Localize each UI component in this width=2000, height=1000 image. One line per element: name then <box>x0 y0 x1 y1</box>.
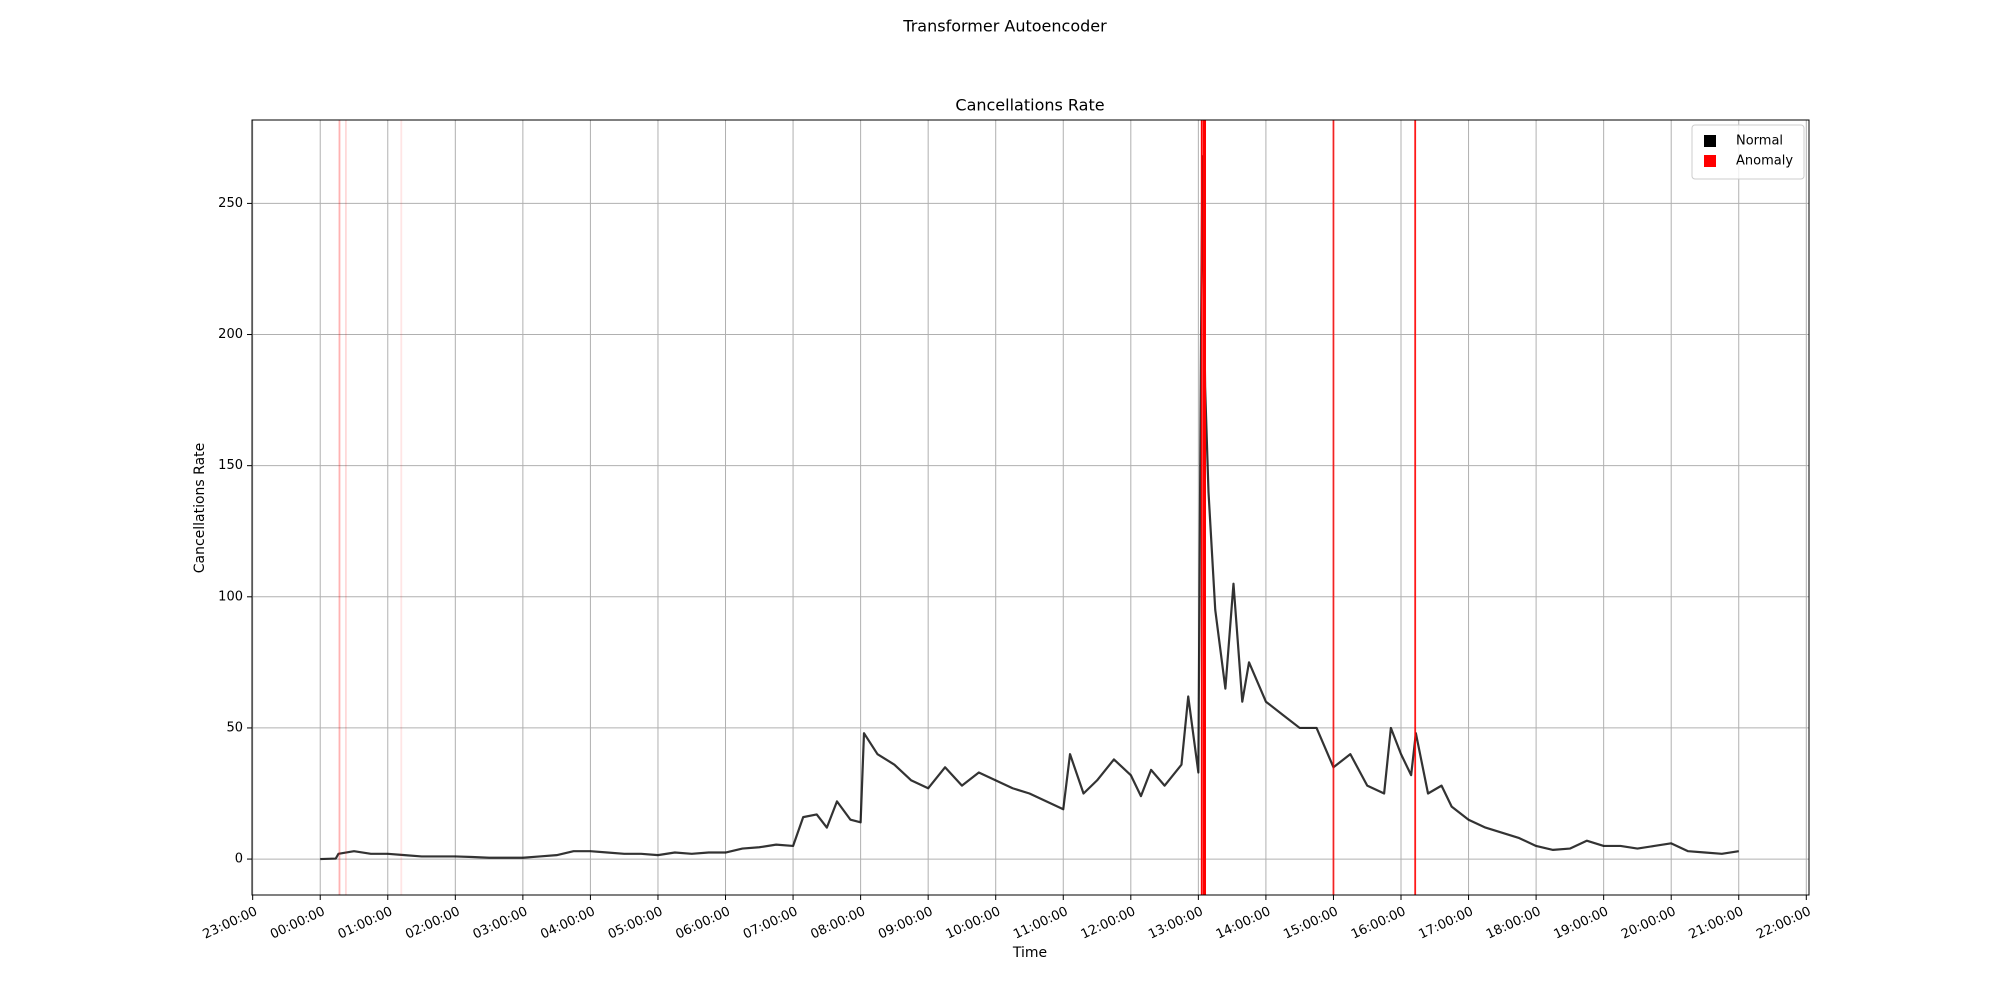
suptitle: Transformer Autoencoder <box>902 17 1107 36</box>
x-tick-label: 10:00:00 <box>944 904 1003 942</box>
legend-swatch <box>1704 135 1716 147</box>
x-tick-label: 00:00:00 <box>268 904 327 942</box>
y-axis-label: Cancellations Rate <box>192 443 208 574</box>
x-tick-label: 20:00:00 <box>1619 904 1678 942</box>
legend-label: Normal <box>1736 134 1783 149</box>
chart-title: Cancellations Rate <box>955 96 1104 115</box>
x-tick-label: 11:00:00 <box>1011 904 1070 942</box>
x-tick-label: 03:00:00 <box>471 904 530 942</box>
data-line <box>320 155 1739 861</box>
x-tick-label: 12:00:00 <box>1079 904 1138 942</box>
x-tick-label: 19:00:00 <box>1552 904 1611 942</box>
x-tick-label: 21:00:00 <box>1687 904 1746 942</box>
x-tick-label: 02:00:00 <box>403 904 462 942</box>
y-tick-label: 150 <box>218 458 243 473</box>
x-axis-label: Time <box>1012 945 1047 961</box>
y-tick-label: 100 <box>218 589 243 604</box>
x-tick-label: 05:00:00 <box>606 904 665 942</box>
x-tick-label: 08:00:00 <box>809 904 868 942</box>
y-tick-label: 50 <box>226 720 243 735</box>
x-tick-label: 04:00:00 <box>538 904 597 942</box>
x-tick-label: 22:00:00 <box>1754 904 1813 942</box>
x-tick-label: 14:00:00 <box>1214 904 1273 942</box>
x-tick-label: 15:00:00 <box>1281 904 1340 942</box>
x-tick-label: 13:00:00 <box>1146 904 1205 942</box>
x-tick-label: 18:00:00 <box>1484 904 1543 942</box>
legend-label: Anomaly <box>1736 154 1793 169</box>
x-tick-label: 01:00:00 <box>336 904 395 942</box>
x-tick-label: 16:00:00 <box>1349 904 1408 942</box>
y-tick-label: 250 <box>218 196 243 211</box>
x-tick-label: 23:00:00 <box>201 904 260 942</box>
legend-swatch <box>1704 155 1716 167</box>
plot-frame <box>251 119 1810 896</box>
x-tick-label: 09:00:00 <box>876 904 935 942</box>
x-tick-label: 06:00:00 <box>673 904 732 942</box>
x-tick-label: 17:00:00 <box>1416 904 1475 942</box>
y-tick-label: 0 <box>235 852 243 867</box>
y-tick-label: 200 <box>218 327 243 342</box>
x-tick-label: 07:00:00 <box>741 904 800 942</box>
legend-box <box>1691 124 1805 180</box>
